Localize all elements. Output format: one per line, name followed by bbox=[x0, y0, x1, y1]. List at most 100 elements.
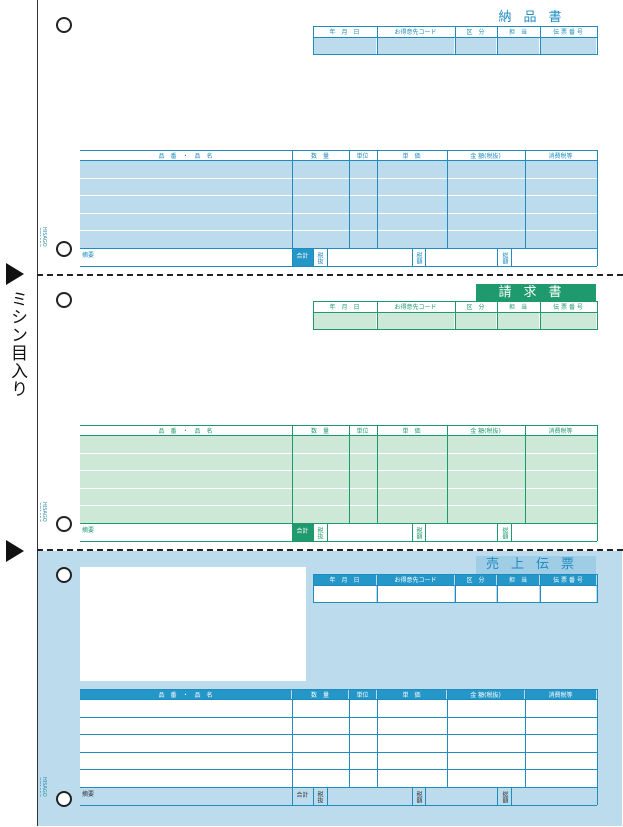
customer-address-box[interactable] bbox=[80, 567, 306, 681]
item-col-label: 単 価 bbox=[402, 153, 421, 160]
items-body[interactable] bbox=[80, 160, 597, 248]
footer-divider bbox=[511, 523, 512, 541]
header-value-field[interactable] bbox=[377, 313, 454, 329]
item-col-label: 消費税等 bbox=[525, 690, 596, 699]
header-divider bbox=[313, 301, 314, 330]
subtotal-field[interactable] bbox=[328, 249, 411, 266]
header-value-field[interactable] bbox=[455, 313, 496, 329]
tax-label: 税額 bbox=[415, 251, 422, 264]
grand-total-field[interactable] bbox=[512, 524, 596, 541]
footer-divider bbox=[292, 787, 293, 805]
item-col-line bbox=[377, 689, 378, 787]
header-divider bbox=[455, 26, 456, 55]
header-divider bbox=[313, 329, 597, 330]
footer-divider bbox=[327, 787, 328, 805]
item-col-label: 品 番 ・ 品 名 bbox=[158, 153, 213, 160]
item-col-label: 単 価 bbox=[402, 428, 421, 435]
punch-hole-3-bottom bbox=[56, 791, 72, 807]
header-divider bbox=[597, 301, 598, 330]
item-col-line bbox=[377, 150, 378, 248]
footer-divider bbox=[425, 787, 426, 805]
item-row-line bbox=[80, 699, 597, 700]
tax-field[interactable] bbox=[426, 524, 496, 541]
grand-total-field[interactable] bbox=[512, 249, 596, 266]
tax-label: 税額 bbox=[415, 790, 422, 803]
punch-hole-2-top bbox=[56, 292, 72, 308]
subtotal-field[interactable] bbox=[328, 788, 411, 805]
header-col-label: 担 当 bbox=[497, 575, 539, 585]
footer-divider bbox=[511, 248, 512, 266]
header-divider bbox=[313, 37, 597, 38]
footer-divider bbox=[425, 523, 426, 541]
footer-divider bbox=[313, 248, 314, 266]
memo-label: 摘要 bbox=[82, 252, 95, 259]
header-divider bbox=[377, 26, 378, 55]
items-body[interactable] bbox=[80, 699, 597, 787]
item-col-label: 金 額(税抜) bbox=[447, 690, 524, 699]
footer-rule bbox=[80, 541, 597, 542]
item-row-line bbox=[80, 160, 597, 161]
footer-divider bbox=[425, 248, 426, 266]
header-col-label: お得意先コード bbox=[394, 304, 437, 311]
item-col-label: 単 価 bbox=[377, 690, 446, 699]
item-col-line bbox=[525, 425, 526, 523]
header-value-field[interactable] bbox=[497, 313, 539, 329]
header-divider bbox=[597, 26, 598, 55]
header-divider bbox=[313, 574, 314, 603]
header-divider bbox=[377, 574, 378, 603]
header-divider bbox=[455, 301, 456, 330]
tax-field[interactable] bbox=[426, 788, 496, 805]
header-value-field[interactable] bbox=[455, 38, 496, 54]
item-col-line bbox=[349, 150, 350, 248]
footer-divider bbox=[313, 523, 314, 541]
header-divider bbox=[313, 602, 597, 603]
item-row-line bbox=[80, 213, 597, 214]
header-divider bbox=[497, 574, 498, 603]
item-col-label: 単位 bbox=[356, 428, 369, 435]
header-value-field[interactable] bbox=[313, 586, 376, 602]
item-col-line bbox=[377, 425, 378, 523]
header-value-field[interactable] bbox=[455, 586, 496, 602]
item-row-line bbox=[80, 470, 597, 471]
item-col-line bbox=[597, 425, 598, 523]
items-body[interactable] bbox=[80, 435, 597, 523]
header-value-field[interactable] bbox=[540, 586, 596, 602]
header-value-field[interactable] bbox=[313, 313, 376, 329]
header-value-field[interactable] bbox=[540, 313, 596, 329]
footer-rule bbox=[80, 248, 597, 249]
item-col-line bbox=[292, 150, 293, 248]
header-divider bbox=[540, 301, 541, 330]
tax-field[interactable] bbox=[426, 249, 496, 266]
perforation-line-1 bbox=[37, 274, 623, 276]
grand-total-field[interactable] bbox=[512, 788, 596, 805]
total-label: 合計 bbox=[292, 524, 313, 541]
footer-divider bbox=[412, 787, 413, 805]
tax-excl-label: 税抜 bbox=[316, 526, 323, 539]
header-col-label: 区 分 bbox=[455, 575, 496, 585]
header-col-label: お得意先コード bbox=[377, 575, 454, 585]
total-label: 合計 bbox=[296, 792, 309, 799]
item-row-line bbox=[80, 505, 597, 506]
header-col-label: 区 分 bbox=[466, 29, 485, 36]
footer-divider bbox=[597, 248, 598, 266]
header-divider bbox=[597, 574, 598, 603]
punch-hole-1-top bbox=[56, 17, 72, 33]
header-value-field[interactable] bbox=[540, 38, 596, 54]
subtotal-field[interactable] bbox=[328, 524, 411, 541]
header-value-field[interactable] bbox=[313, 38, 376, 54]
form-title-1: 納品書 bbox=[498, 10, 574, 25]
footer-divider bbox=[497, 248, 498, 266]
header-value-field[interactable] bbox=[497, 586, 539, 602]
footer-divider bbox=[412, 523, 413, 541]
header-value-field[interactable] bbox=[377, 586, 454, 602]
header-value-field[interactable] bbox=[377, 38, 454, 54]
item-col-line bbox=[292, 689, 293, 787]
footer-divider bbox=[292, 523, 293, 541]
footer-divider bbox=[327, 523, 328, 541]
header-col-label: 年 月 日 bbox=[329, 29, 360, 36]
header-value-field[interactable] bbox=[497, 38, 539, 54]
perforation-label: ミシン目入り bbox=[7, 290, 27, 398]
item-row-line bbox=[80, 230, 597, 231]
total-amount-label: 総額 bbox=[501, 790, 508, 803]
item-col-label: 数 量 bbox=[292, 690, 348, 699]
